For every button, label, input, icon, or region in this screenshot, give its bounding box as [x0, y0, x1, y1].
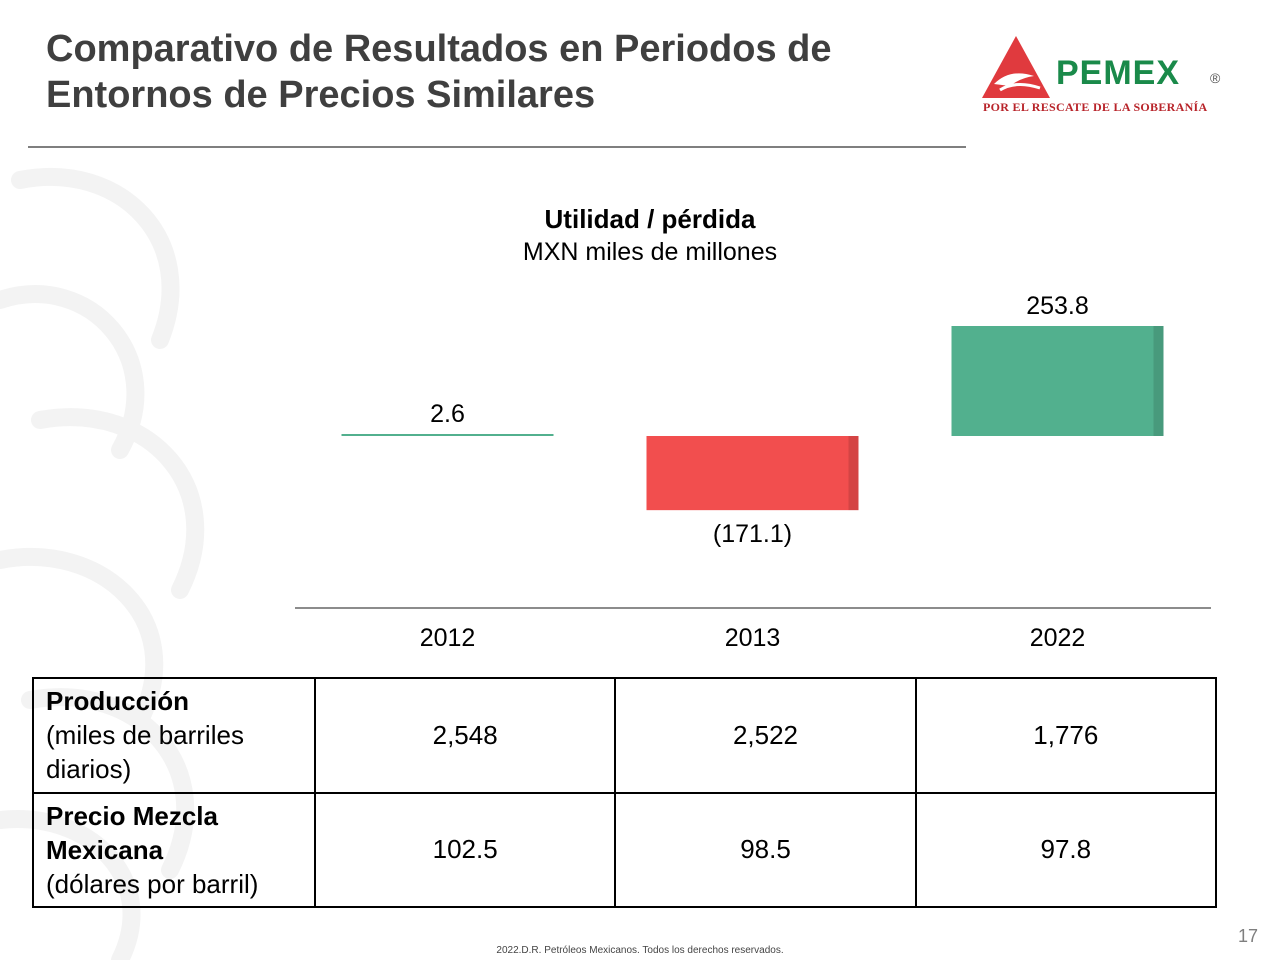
table-cell: 102.5 — [313, 791, 617, 908]
page-title: Comparativo de Resultados en Periodos de… — [46, 28, 832, 116]
title-divider — [28, 146, 966, 148]
bar-shade-2013 — [848, 436, 859, 511]
bar-2012 — [341, 434, 554, 436]
table-cell: 98.5 — [614, 791, 917, 908]
table-cell: 2,548 — [313, 677, 617, 794]
page-number: 17 — [1238, 926, 1259, 946]
tick-label-2013: 2013 — [725, 624, 781, 652]
logo-wordmark: PEMEX — [1056, 54, 1181, 92]
row-label: Producción (miles de barriles diarios) — [32, 677, 316, 794]
table-row: Precio Mezcla Mexicana (dólares por barr… — [32, 791, 1218, 908]
bar-shade-2022 — [1153, 326, 1164, 436]
bar-2013 — [646, 436, 859, 511]
copyright-footer: 2022.D.R. Petróleos Mexicanos. Todos los… — [496, 945, 784, 956]
row-label: Precio Mezcla Mexicana (dólares por barr… — [32, 791, 316, 908]
chart-subtitle: MXN miles de millones — [522, 238, 778, 266]
bar-2022 — [951, 326, 1164, 436]
table-cell: 1,776 — [914, 677, 1218, 794]
tick-label-2012: 2012 — [420, 624, 476, 652]
row-label-bold: Producción — [46, 686, 190, 717]
tick-label-2022: 2022 — [1030, 624, 1086, 652]
row-label-bold: Precio Mezcla Mexicana — [46, 800, 218, 865]
table-row: Producción (miles de barriles diarios) 2… — [32, 677, 1218, 794]
pemex-eagle-icon — [982, 36, 1050, 98]
data-label-2012: 2.6 — [430, 400, 465, 428]
row-label-unit: (miles de barriles diarios) — [46, 720, 244, 785]
row-label-unit: (dólares por barril) — [46, 868, 259, 899]
pemex-logo: PEMEX ® POR EL RESCATE DE LA SOBERANÍA — [980, 32, 1240, 122]
results-table: Producción (miles de barriles diarios) 2… — [32, 677, 1218, 908]
logo-tagline: POR EL RESCATE DE LA SOBERANÍA — [983, 100, 1208, 114]
table-cell: 97.8 — [914, 791, 1218, 908]
table-cell: 2,522 — [614, 677, 917, 794]
data-label-2022: 253.8 — [1026, 292, 1089, 320]
chart-title: Utilidad / pérdida — [544, 204, 756, 234]
data-label-2013: (171.1) — [713, 520, 792, 548]
logo-registered-mark: ® — [1210, 70, 1221, 86]
